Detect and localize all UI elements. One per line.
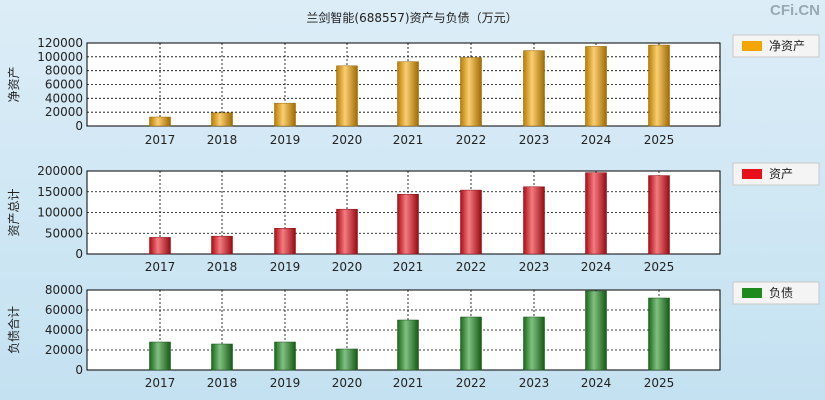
x-tick-label: 2020 — [332, 133, 363, 147]
legend-swatch — [742, 288, 762, 298]
bar-2018 — [211, 235, 233, 255]
bar-2020 — [336, 65, 358, 127]
legend-label: 负债 — [769, 286, 793, 300]
x-tick-label: 2017 — [145, 260, 176, 274]
y-tick-label: 100000 — [37, 206, 83, 220]
y-tick-label: 80000 — [45, 64, 83, 78]
bar-2017 — [149, 237, 171, 255]
bar-2022 — [460, 189, 482, 255]
x-tick-label: 2023 — [519, 376, 550, 390]
y-tick-label: 40000 — [45, 91, 83, 105]
bar-2024 — [585, 46, 607, 127]
y-tick-label: 20000 — [45, 105, 83, 119]
bar-2022 — [460, 316, 482, 371]
bar-2025 — [648, 44, 670, 127]
x-tick-label: 2018 — [207, 376, 238, 390]
bar-2023 — [523, 186, 545, 255]
bar-2025 — [648, 175, 670, 255]
x-tick-label: 2017 — [145, 376, 176, 390]
x-tick-label: 2023 — [519, 260, 550, 274]
x-tick-label: 2021 — [393, 260, 424, 274]
legend-box — [732, 281, 820, 305]
y-tick-label: 100000 — [37, 50, 83, 64]
y-tick-label: 20000 — [45, 343, 83, 357]
y-tick-label: 80000 — [45, 283, 83, 297]
x-tick-label: 2019 — [270, 376, 301, 390]
x-tick-label: 2023 — [519, 133, 550, 147]
x-tick-label: 2025 — [644, 376, 675, 390]
y-tick-label: 50000 — [45, 226, 83, 240]
legend-label: 资产 — [769, 167, 793, 181]
bar-2018 — [211, 112, 233, 127]
y-tick-label: 0 — [75, 247, 83, 261]
bar-2024 — [585, 290, 607, 371]
x-tick-label: 2019 — [270, 133, 301, 147]
legend-box — [732, 162, 820, 186]
y-tick-label: 0 — [75, 363, 83, 377]
x-tick-label: 2022 — [456, 260, 487, 274]
bar-2017 — [149, 341, 171, 371]
legend-swatch — [742, 41, 762, 51]
y-tick-label: 150000 — [37, 185, 83, 199]
legend-box — [732, 34, 820, 58]
bar-2024 — [585, 172, 607, 255]
bar-2023 — [523, 316, 545, 371]
x-tick-label: 2022 — [456, 133, 487, 147]
x-tick-label: 2021 — [393, 376, 424, 390]
y-tick-label: 120000 — [37, 36, 83, 50]
x-tick-label: 2018 — [207, 133, 238, 147]
bar-2019 — [274, 341, 296, 371]
y-tick-label: 60000 — [45, 78, 83, 92]
panel-3: 0 20000 40000 60000 80000 2017 2018 2019 2020 202… — [6, 281, 820, 390]
y-axis-label: 负债合计 — [6, 306, 21, 354]
x-tick-label: 2018 — [207, 260, 238, 274]
y-axis-label: 资产总计 — [7, 188, 21, 236]
x-tick-label: 2019 — [270, 260, 301, 274]
x-tick-label: 2020 — [332, 260, 363, 274]
x-tick-label: 2025 — [644, 260, 675, 274]
x-tick-label: 2020 — [332, 376, 363, 390]
y-tick-label: 60000 — [45, 303, 83, 317]
bar-2020 — [336, 348, 358, 371]
chart-title: 兰剑智能(688557)资产与负债（万元） — [306, 10, 517, 25]
legend-swatch — [742, 169, 762, 179]
y-axis-label: 净资产 — [7, 66, 21, 102]
bar-2025 — [648, 297, 670, 371]
bar-2019 — [274, 228, 296, 255]
x-tick-label: 2024 — [581, 260, 612, 274]
x-tick-label: 2024 — [581, 133, 612, 147]
bar-2018 — [211, 343, 233, 371]
watermark: CFi.CN — [770, 2, 820, 19]
bar-2020 — [336, 208, 358, 255]
y-tick-label: 0 — [75, 119, 83, 133]
y-tick-label: 200000 — [37, 164, 83, 178]
legend-label: 净资产 — [769, 39, 805, 53]
bar-2023 — [523, 50, 545, 127]
bar-2019 — [274, 102, 296, 127]
bar-2021 — [397, 319, 419, 371]
x-tick-label: 2024 — [581, 376, 612, 390]
x-tick-label: 2017 — [145, 133, 176, 147]
x-tick-label: 2022 — [456, 376, 487, 390]
bar-2021 — [397, 193, 419, 255]
y-tick-label: 40000 — [45, 323, 83, 337]
bar-2017 — [149, 116, 171, 127]
bar-2022 — [460, 57, 482, 127]
panel-2: 0 50000 100000 150000 200000 2017 2018 2019 2020… — [7, 162, 820, 274]
x-tick-label: 2021 — [393, 133, 424, 147]
x-tick-label: 2025 — [644, 133, 675, 147]
bar-2021 — [397, 61, 419, 127]
